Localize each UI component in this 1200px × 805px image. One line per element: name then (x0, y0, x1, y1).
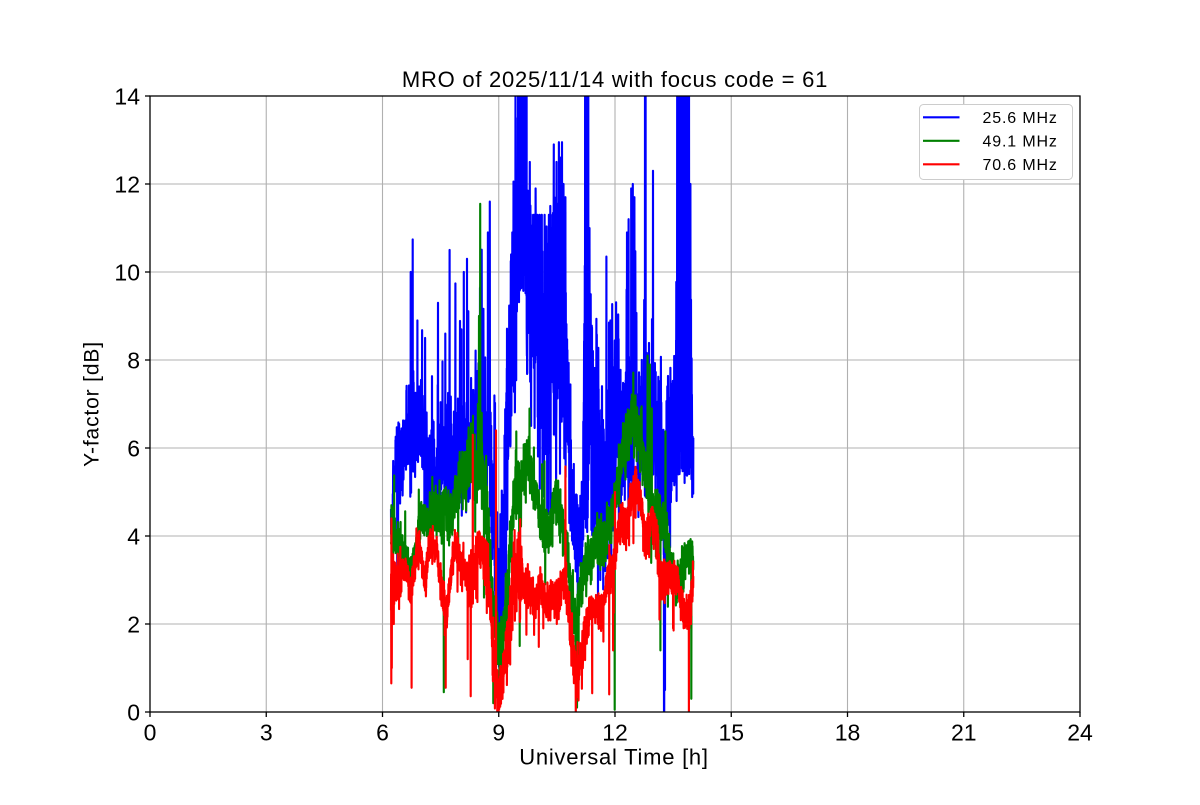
svg-text:3: 3 (260, 720, 273, 746)
svg-text:6: 6 (127, 435, 140, 461)
svg-text:15: 15 (718, 720, 744, 746)
svg-text:6: 6 (376, 720, 389, 746)
svg-text:21: 21 (951, 720, 977, 746)
svg-text:Universal Time [h]: Universal Time [h] (519, 745, 709, 770)
svg-text:MRO of 2025/11/14 with focus c: MRO of 2025/11/14 with focus code = 61 (402, 67, 828, 92)
svg-text:12: 12 (114, 171, 140, 197)
svg-text:25.6 MHz: 25.6 MHz (983, 110, 1058, 127)
svg-text:9: 9 (492, 720, 505, 746)
svg-text:10: 10 (114, 259, 140, 285)
svg-text:0: 0 (127, 699, 140, 725)
svg-text:12: 12 (602, 720, 628, 746)
svg-text:4: 4 (127, 523, 140, 549)
svg-text:8: 8 (127, 347, 140, 373)
svg-text:2: 2 (127, 611, 140, 637)
svg-text:49.1 MHz: 49.1 MHz (983, 133, 1058, 150)
svg-text:24: 24 (1067, 720, 1093, 746)
svg-text:Y-factor [dB]: Y-factor [dB] (81, 341, 104, 467)
svg-text:18: 18 (835, 720, 861, 746)
svg-text:14: 14 (114, 83, 140, 109)
svg-text:0: 0 (144, 720, 157, 746)
svg-text:70.6 MHz: 70.6 MHz (983, 157, 1058, 174)
